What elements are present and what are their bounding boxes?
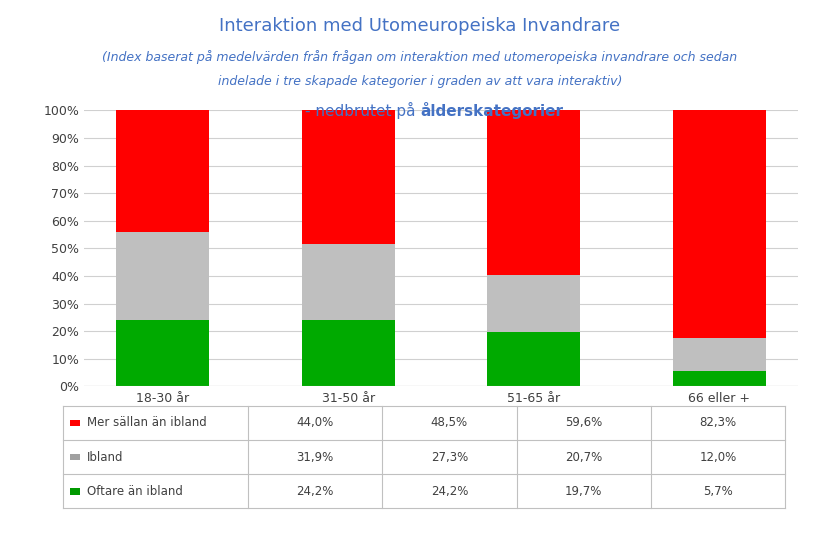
Bar — [117, 320, 209, 386]
Text: 27,3%: 27,3% — [431, 450, 468, 464]
Text: - nedbrutet på: - nedbrutet på — [305, 102, 420, 119]
Bar — [673, 110, 765, 337]
Text: 20,7%: 20,7% — [565, 450, 602, 464]
Text: 12,0%: 12,0% — [700, 450, 737, 464]
Text: Oftare än ibland: Oftare än ibland — [87, 485, 182, 498]
Text: Mer sällan än ibland: Mer sällan än ibland — [87, 416, 207, 429]
Bar — [487, 275, 580, 332]
Text: ålderskategorier: ålderskategorier — [420, 102, 563, 119]
Bar — [117, 110, 209, 232]
Text: 82,3%: 82,3% — [700, 416, 737, 429]
Bar — [673, 337, 765, 371]
Bar — [487, 332, 580, 386]
Text: indelade i tre skapade kategorier i graden av att vara interaktiv): indelade i tre skapade kategorier i grad… — [218, 75, 622, 88]
Text: 44,0%: 44,0% — [297, 416, 333, 429]
Bar — [117, 232, 209, 320]
Text: 48,5%: 48,5% — [431, 416, 468, 429]
Text: (Index baserat på medelvärden från frågan om interaktion med utomeropeiska invan: (Index baserat på medelvärden från fråga… — [102, 50, 738, 63]
Text: 24,2%: 24,2% — [431, 485, 468, 498]
Bar — [673, 371, 765, 386]
Bar — [302, 110, 395, 244]
Text: Interaktion med Utomeuropeiska Invandrare: Interaktion med Utomeuropeiska Invandrar… — [219, 17, 621, 35]
Bar — [302, 320, 395, 386]
Text: 59,6%: 59,6% — [565, 416, 602, 429]
Text: 24,2%: 24,2% — [297, 485, 333, 498]
Text: 19,7%: 19,7% — [565, 485, 602, 498]
Text: Ibland: Ibland — [87, 450, 123, 464]
Bar — [487, 110, 580, 275]
Text: 5,7%: 5,7% — [703, 485, 733, 498]
Bar — [302, 244, 395, 320]
Text: 31,9%: 31,9% — [297, 450, 333, 464]
